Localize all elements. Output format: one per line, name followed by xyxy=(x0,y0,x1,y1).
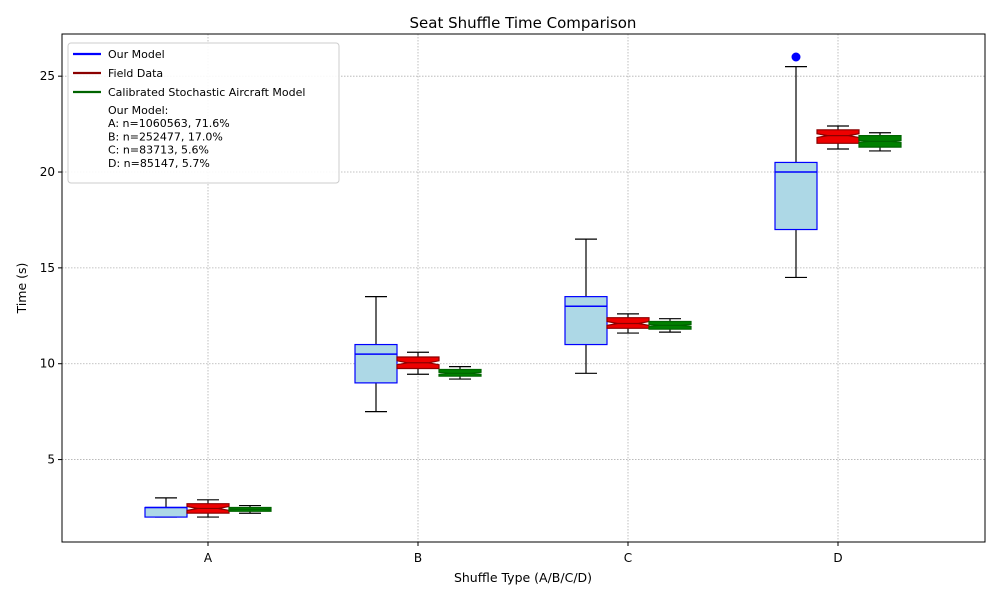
y-tick-label: 5 xyxy=(47,453,55,467)
box-body xyxy=(144,506,188,518)
field-data-box-d xyxy=(816,125,860,150)
y-tick-label: 20 xyxy=(40,165,55,179)
field-data-box-b xyxy=(396,351,440,375)
legend-entry-label: Field Data xyxy=(108,67,163,80)
x-tick-label: C xyxy=(624,551,632,565)
legend-note-line: Our Model: xyxy=(108,104,168,117)
chart-title: Seat Shuffle Time Comparison xyxy=(410,14,637,32)
calibrated-stochastic-aircraft-model-box-b xyxy=(438,365,482,380)
box-body xyxy=(564,296,608,346)
outlier-point xyxy=(791,52,801,62)
our-model-box-c xyxy=(564,238,608,374)
box-body xyxy=(816,129,860,144)
axis-ticks: 5 10 15 20 25 A B C D xyxy=(40,69,843,565)
y-tick-label: 10 xyxy=(40,357,55,371)
box-body xyxy=(354,343,398,384)
legend-note-line: B: n=252477, 17.0% xyxy=(108,130,223,143)
legend-note-line: C: n=83713, 5.6% xyxy=(108,144,209,157)
legend-entry-label: Our Model xyxy=(108,48,165,61)
x-tick-label: D xyxy=(833,551,842,565)
legend-box xyxy=(67,42,340,184)
our-model-box-b xyxy=(354,296,398,413)
x-axis-label: Shuffle Type (A/B/C/D) xyxy=(454,570,592,585)
plot-area xyxy=(144,52,902,518)
box-body xyxy=(774,161,818,231)
legend: Our Model Field Data Calibrated Stochastic… xyxy=(67,42,340,184)
axes-frame xyxy=(61,33,986,543)
legend-note-line: A: n=1060563, 71.6% xyxy=(108,117,230,130)
legend-note-line: D: n=85147, 5.7% xyxy=(108,157,210,170)
calibrated-stochastic-aircraft-model-box-d xyxy=(858,132,902,152)
calibrated-stochastic-aircraft-model-box-a xyxy=(228,504,272,514)
x-tick-label: A xyxy=(204,551,213,565)
y-axis-label: Time (s) xyxy=(14,263,29,315)
our-model-box-d xyxy=(774,52,818,279)
x-tick-label: B xyxy=(414,551,422,565)
y-tick-label: 25 xyxy=(40,69,55,83)
calibrated-stochastic-aircraft-model-box-c xyxy=(648,318,692,333)
y-tick-label: 15 xyxy=(40,261,55,275)
legend-entry-label: Calibrated Stochastic Aircraft Model xyxy=(108,86,305,99)
field-data-box-c xyxy=(606,313,650,334)
